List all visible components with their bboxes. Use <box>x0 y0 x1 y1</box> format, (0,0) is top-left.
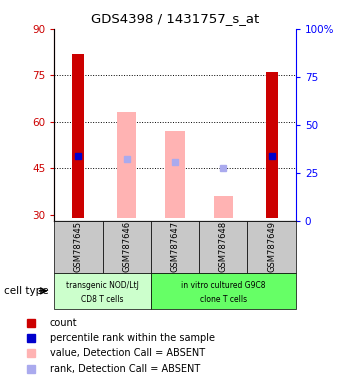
Text: clone T cells: clone T cells <box>200 296 247 305</box>
Bar <box>165 131 185 218</box>
Text: count: count <box>50 318 78 328</box>
Text: CD8 T cells: CD8 T cells <box>81 296 124 305</box>
Bar <box>266 72 278 218</box>
Bar <box>54 273 151 309</box>
Text: percentile rank within the sample: percentile rank within the sample <box>50 333 215 343</box>
Bar <box>117 113 136 218</box>
Bar <box>103 221 151 273</box>
Text: cell type: cell type <box>4 286 48 296</box>
Bar <box>247 221 296 273</box>
Bar <box>72 54 84 218</box>
Title: GDS4398 / 1431757_s_at: GDS4398 / 1431757_s_at <box>91 12 259 25</box>
Text: GSM787646: GSM787646 <box>122 221 131 272</box>
Bar <box>54 221 103 273</box>
Bar <box>151 273 296 309</box>
Text: GSM787649: GSM787649 <box>267 221 276 272</box>
Text: GSM787645: GSM787645 <box>74 221 83 272</box>
Bar <box>214 196 233 218</box>
Text: in vitro cultured G9C8: in vitro cultured G9C8 <box>181 281 266 290</box>
Text: rank, Detection Call = ABSENT: rank, Detection Call = ABSENT <box>50 364 200 374</box>
Bar <box>151 221 199 273</box>
Text: GSM787647: GSM787647 <box>170 221 180 272</box>
Text: GSM787648: GSM787648 <box>219 221 228 272</box>
Text: value, Detection Call = ABSENT: value, Detection Call = ABSENT <box>50 348 205 358</box>
Text: transgenic NOD/LtJ: transgenic NOD/LtJ <box>66 281 139 290</box>
Bar <box>199 221 247 273</box>
